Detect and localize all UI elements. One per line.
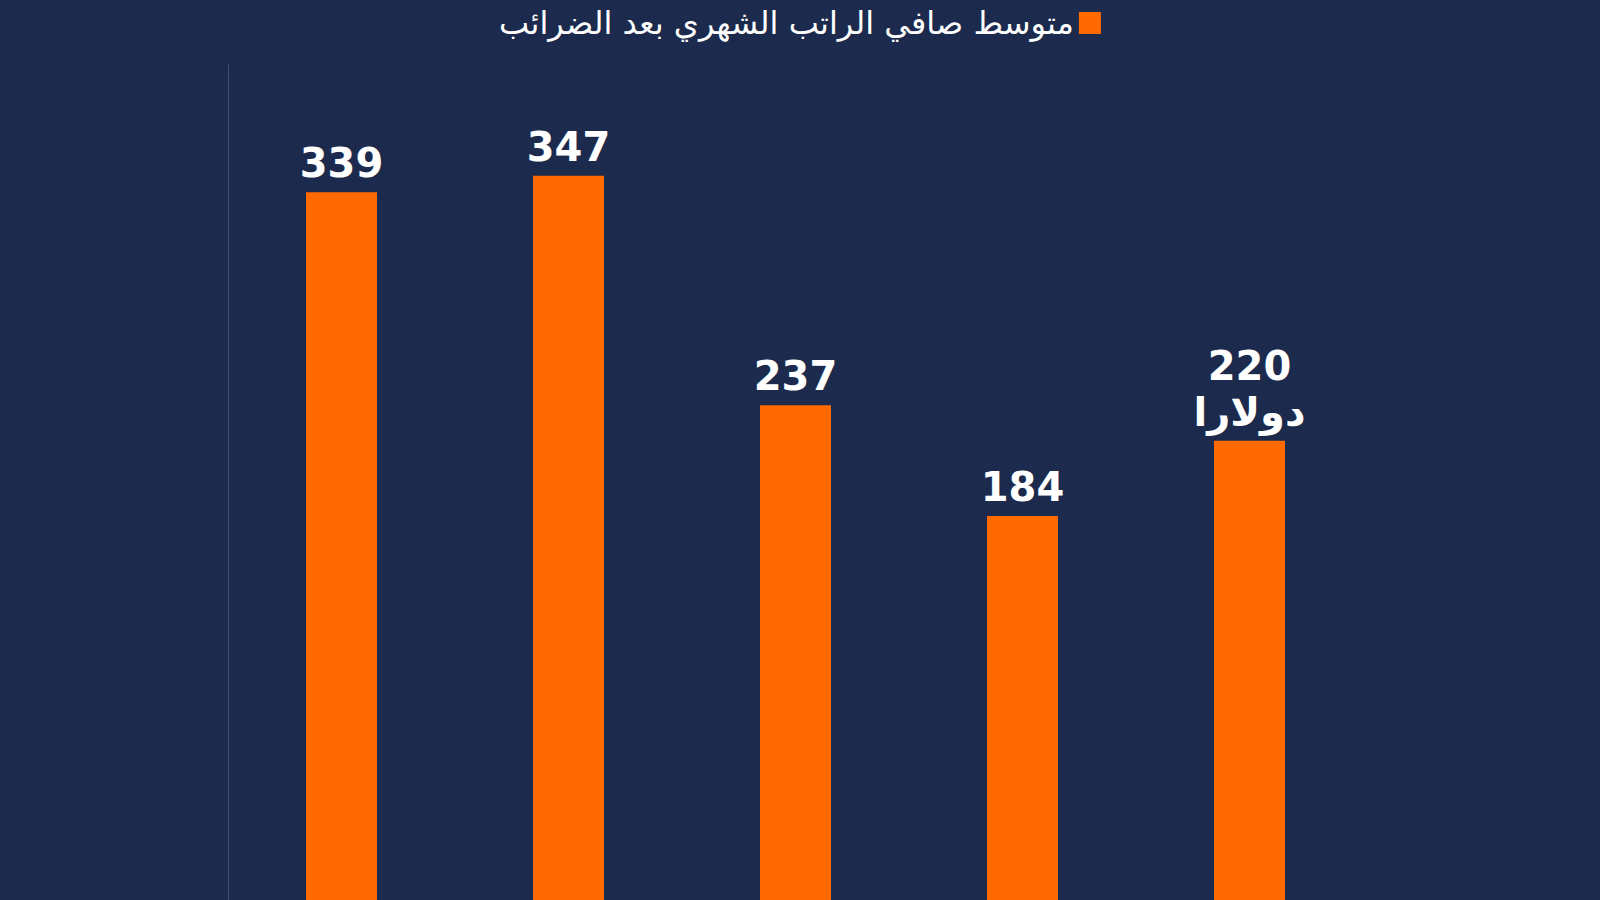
svg-text:347: 347 [527, 124, 611, 170]
svg-text:متوسط صافي الراتب الشهري بعد ا: متوسط صافي الراتب الشهري بعد الضرائب [499, 4, 1074, 42]
svg-text:237: 237 [754, 353, 838, 399]
svg-text:339: 339 [300, 140, 384, 186]
svg-text:دولارا: دولارا [1194, 389, 1306, 436]
svg-text:220: 220 [1208, 343, 1292, 389]
svg-text:184: 184 [981, 464, 1065, 510]
